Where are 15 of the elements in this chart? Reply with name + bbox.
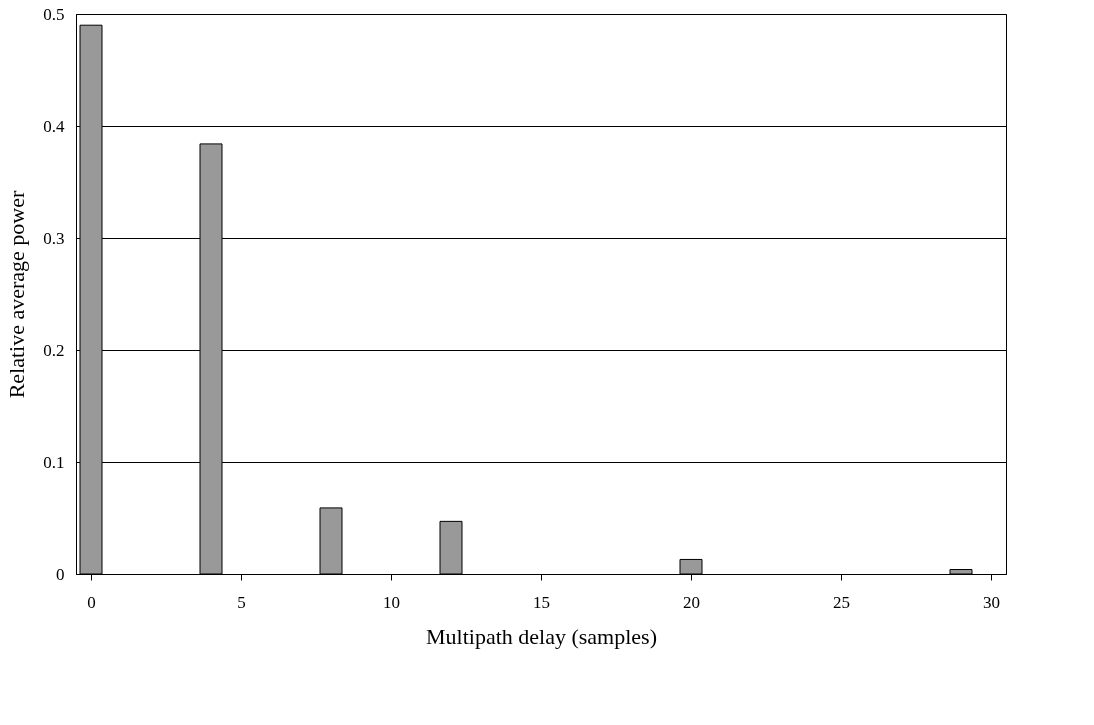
x-tick-label: 5 <box>237 592 246 612</box>
y-axis-title: Relative average power <box>4 189 30 399</box>
x-tick-label: 15 <box>533 592 550 612</box>
x-tick-label: 10 <box>383 592 400 612</box>
y-tick-label: 0.2 <box>43 340 65 360</box>
y-tick-label: 0.3 <box>43 228 65 248</box>
y-tick-label: 0.1 <box>43 452 65 472</box>
x-tick-label: 0 <box>87 592 96 612</box>
x-tick-label: 30 <box>983 592 1000 612</box>
y-tick-label: 0.4 <box>43 116 65 136</box>
x-tick-label: 20 <box>683 592 700 612</box>
x-axis-title: Multipath delay (samples) <box>426 623 657 649</box>
y-tick-label: 0.5 <box>43 4 65 24</box>
x-tick-label: 25 <box>833 592 850 612</box>
y-tick-label: 0 <box>56 564 65 584</box>
